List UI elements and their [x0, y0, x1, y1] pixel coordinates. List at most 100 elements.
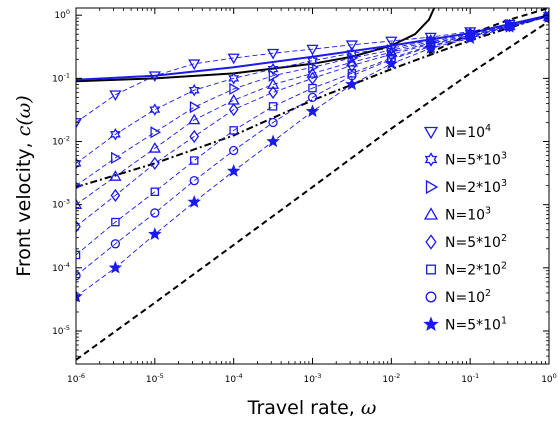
data-point — [189, 129, 200, 144]
data-point — [502, 19, 517, 33]
data-series — [76, 9, 549, 303]
legend-label: N=5*103 — [445, 151, 507, 169]
data-point — [110, 239, 121, 249]
data-point — [385, 36, 398, 48]
x-axis-label: Travel rate, ω — [247, 397, 377, 419]
data-point — [189, 175, 199, 186]
data-point — [111, 217, 120, 227]
dashed-black-upper — [428, 8, 549, 55]
data-point — [266, 78, 280, 89]
data-point — [307, 92, 318, 103]
y-tick-label: 10-3 — [52, 198, 70, 211]
data-point — [189, 156, 199, 165]
x-tick-label: 100 — [541, 372, 557, 385]
legend-marker — [426, 264, 436, 275]
data-point — [187, 194, 201, 208]
data-point — [268, 117, 278, 128]
data-point — [306, 44, 319, 56]
data-point — [268, 85, 278, 99]
data-point — [150, 156, 160, 171]
legend-entry: N=5*102 — [425, 233, 507, 251]
data-point — [306, 67, 319, 78]
data-point — [150, 187, 160, 197]
legend-entry: N=5*101 — [423, 316, 507, 334]
data-point — [148, 227, 162, 240]
legend-marker — [423, 316, 439, 332]
data-point — [226, 164, 241, 177]
y-axis-label: Front velocity, c(ω) — [13, 95, 35, 276]
data-point — [109, 170, 122, 181]
y-tick-label: 100 — [54, 8, 70, 21]
data-point — [76, 118, 83, 129]
legend-label: N=104 — [445, 123, 491, 141]
data-point — [76, 198, 83, 210]
axis-ticks: 10-6 10-5 10-4 10-3 10-2 10-1 100 10-5 10-4 10-3 1… — [52, 8, 557, 385]
data-point — [150, 126, 162, 139]
y-tick-label: 10-2 — [52, 135, 70, 148]
data-point — [266, 134, 280, 148]
legend-entry: N=2*103 — [425, 178, 507, 196]
data-point — [307, 71, 318, 85]
data-point — [188, 83, 200, 97]
data-point — [109, 128, 121, 141]
legend-label: N=5*101 — [445, 316, 507, 334]
data-point — [148, 142, 161, 153]
data-point — [150, 208, 160, 218]
legend-entry: N=2*102 — [426, 261, 507, 279]
legend: N=104 N=5*103 N=2*103 N=103 N=5*102 N=2*102 N=… — [423, 123, 507, 334]
legend-label: N=2*102 — [445, 261, 507, 279]
y-tick-label: 10-4 — [52, 261, 70, 274]
data-point — [268, 102, 278, 111]
x-tick-label: 10-6 — [67, 372, 85, 385]
data-point — [229, 126, 238, 135]
data-point — [110, 151, 122, 165]
data-point — [345, 55, 359, 67]
data-point — [189, 101, 201, 114]
data-point — [345, 40, 359, 52]
data-point — [424, 41, 438, 54]
legend-marker — [425, 234, 437, 250]
legend-marker — [423, 207, 439, 220]
data-point — [110, 188, 121, 203]
data-point — [307, 54, 318, 68]
data-point — [76, 271, 81, 281]
legend-entry: N=103 — [423, 206, 491, 224]
data-point — [109, 90, 122, 102]
data-point — [308, 83, 317, 93]
data-point — [188, 59, 201, 71]
legend-label: N=5*102 — [445, 233, 507, 251]
data-point — [267, 62, 279, 76]
y-tick-label: 10-5 — [52, 324, 70, 337]
legend-label: N=102 — [445, 288, 491, 306]
legend-marker — [425, 291, 437, 303]
data-point — [228, 72, 240, 85]
legend-marker — [423, 126, 439, 140]
data-point — [345, 77, 359, 91]
data-point — [148, 71, 161, 83]
data-point — [108, 260, 123, 274]
legend-label: N=2*103 — [445, 178, 507, 196]
data-point — [384, 56, 399, 70]
x-tick-label: 10-3 — [304, 372, 322, 385]
data-point — [188, 113, 201, 125]
legend-marker — [424, 152, 438, 167]
y-tick-label: 10-1 — [52, 71, 70, 84]
legend-entry: N=102 — [425, 288, 491, 306]
data-point — [76, 289, 83, 303]
x-tick-label: 10-2 — [382, 372, 400, 385]
data-point — [305, 104, 320, 118]
data-point — [76, 182, 83, 190]
x-tick-label: 10-1 — [461, 372, 479, 385]
x-tick-label: 10-5 — [146, 372, 164, 385]
data-point — [268, 69, 280, 82]
data-point — [463, 31, 477, 45]
x-tick-label: 10-4 — [225, 372, 243, 385]
data-point — [229, 82, 240, 96]
data-point — [347, 58, 357, 73]
data-point — [227, 53, 240, 65]
data-point — [149, 103, 161, 116]
data-point — [76, 219, 81, 234]
dashed-black-diagonal — [76, 20, 549, 361]
legend-entry: N=104 — [423, 123, 491, 141]
